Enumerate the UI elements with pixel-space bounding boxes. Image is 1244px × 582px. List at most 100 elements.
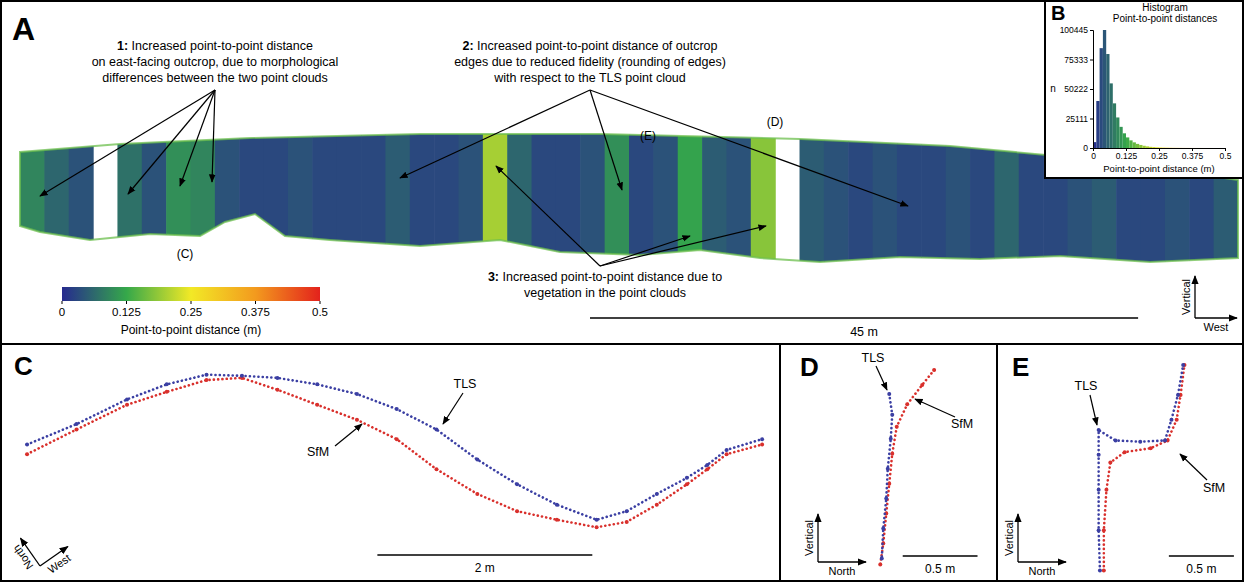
arrow	[590, 90, 622, 190]
panel-letter: D	[800, 352, 819, 382]
cell	[994, 120, 1019, 270]
bar	[1172, 147, 1175, 148]
tick-label: 0	[1083, 143, 1088, 153]
point	[395, 437, 399, 441]
cell	[312, 120, 337, 270]
point	[205, 373, 209, 377]
profile-line	[27, 375, 762, 520]
panel-c: TLSSfMCNorthWest2 m	[8, 351, 764, 582]
arrow	[590, 90, 908, 206]
annotation: edges due to reduced fidelity (rounding …	[454, 55, 726, 69]
cell	[800, 120, 825, 270]
bar	[1156, 147, 1159, 148]
bar	[1152, 147, 1155, 148]
cell	[507, 120, 532, 270]
bars	[1093, 30, 1225, 148]
cell	[191, 120, 216, 270]
chart-title: Histogram	[1142, 2, 1188, 13]
bar	[1212, 147, 1215, 148]
tick-label: 0	[1091, 151, 1096, 161]
cell	[605, 120, 630, 270]
arrow	[180, 90, 215, 186]
cell	[458, 120, 483, 270]
cell	[726, 120, 751, 270]
arrow	[600, 226, 766, 266]
point	[887, 392, 891, 396]
point	[240, 374, 244, 378]
point	[895, 425, 899, 429]
point	[685, 476, 689, 480]
cell	[361, 120, 386, 270]
tick: 0.5	[1220, 148, 1232, 161]
panel-frame	[1045, 1, 1243, 178]
point	[889, 437, 893, 441]
bar	[1192, 147, 1195, 148]
colorbar-tick-label: 0.375	[241, 306, 270, 318]
arrow	[600, 236, 690, 266]
compass: NorthWest	[8, 519, 76, 582]
cell	[897, 120, 922, 270]
panel-letter: A	[12, 11, 35, 47]
profile-line	[1099, 365, 1184, 570]
profile-line	[1104, 365, 1185, 570]
annotation-number: 1:	[117, 39, 128, 53]
tick: 0	[1091, 148, 1096, 161]
compass-label: North	[10, 543, 35, 572]
cell	[264, 120, 289, 270]
compass-label: North	[1029, 565, 1056, 577]
axis-line	[1090, 31, 1094, 149]
cell	[337, 120, 362, 270]
compass: VerticalWest	[1180, 276, 1237, 333]
tick-label: 0.5	[1220, 151, 1232, 161]
arrow	[915, 399, 955, 417]
point	[1149, 446, 1153, 450]
bar	[1199, 147, 1202, 148]
arrow	[212, 90, 215, 182]
bar	[1116, 117, 1119, 148]
compass: VerticalNorth	[1003, 514, 1066, 577]
arrow	[1195, 317, 1237, 318]
point	[515, 482, 519, 486]
colorbar-tick	[126, 301, 127, 304]
point	[165, 390, 169, 394]
callout: (D)	[767, 115, 784, 129]
scale-bar-label: 2 m	[475, 561, 495, 575]
annotation: vegetation in the point clouds	[524, 286, 686, 300]
point	[74, 427, 78, 431]
bar	[1195, 147, 1198, 148]
point	[25, 452, 29, 456]
point	[315, 403, 319, 407]
annotation-number: 3:	[488, 270, 499, 284]
point	[1108, 461, 1112, 465]
axis-title: n	[1050, 83, 1056, 94]
point	[595, 525, 599, 529]
point	[760, 443, 764, 447]
point	[705, 463, 709, 467]
panel-letter: C	[14, 351, 33, 381]
tick-mark	[1090, 89, 1093, 90]
point	[125, 397, 129, 401]
axis: 0251115022275333100445	[1060, 25, 1094, 153]
point	[760, 437, 764, 441]
bar	[1215, 147, 1218, 148]
tick-label: 0.125	[1116, 151, 1138, 161]
colorbar-tick	[320, 301, 321, 304]
arrow	[817, 514, 818, 562]
profile-line	[27, 378, 762, 527]
callout: (C)	[177, 247, 194, 261]
points	[878, 368, 936, 566]
point	[1102, 568, 1106, 572]
point	[725, 452, 729, 456]
tick-mark	[1090, 148, 1093, 149]
cell	[556, 120, 581, 270]
tick-mark	[1090, 30, 1093, 31]
arrow	[335, 424, 362, 446]
bar	[1202, 147, 1205, 148]
point	[555, 518, 559, 522]
point	[920, 383, 924, 387]
points	[25, 373, 764, 530]
cell	[678, 120, 703, 270]
arrow	[443, 393, 463, 424]
point	[555, 503, 559, 507]
scale-bar: 0.5 m	[1169, 556, 1234, 576]
